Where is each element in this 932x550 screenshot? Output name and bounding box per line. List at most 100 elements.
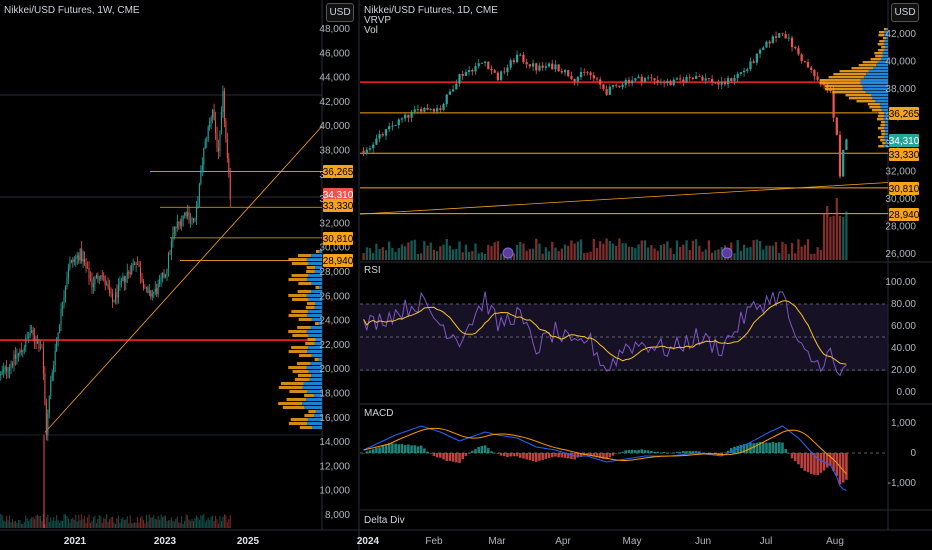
left-volume-bar [17, 520, 19, 528]
right-volume-bar [362, 252, 365, 260]
right-volume-bar [400, 244, 404, 260]
right-volume-bar [624, 243, 627, 260]
left-volume-bar [88, 514, 90, 528]
right-volume-bar [563, 244, 567, 260]
left-candle-body [141, 276, 143, 282]
left-candle-body [9, 367, 11, 371]
macd-histogram-bar [761, 442, 765, 453]
right-volume-bar [765, 245, 768, 260]
left-volume-bar [175, 518, 177, 528]
left-volume-bar [219, 516, 221, 528]
left-volume-profile-bar [291, 274, 309, 277]
left-candle-body [42, 348, 44, 374]
left-candle-body [198, 183, 200, 203]
macd-histogram-bar [627, 449, 631, 453]
right-volume-profile-bar [824, 85, 863, 88]
left-volume-bar [120, 519, 122, 528]
right-volume-bar [778, 252, 781, 260]
right-volume-bar [372, 253, 375, 260]
left-volume-profile-bar [314, 270, 322, 273]
right-time-tick: Aug [826, 536, 844, 547]
right-candle-body [413, 109, 416, 112]
right-volume-bar [822, 213, 826, 260]
right-candle-body [426, 107, 429, 110]
left-currency-button[interactable]: USD [326, 3, 354, 22]
macd-histogram-bar [678, 452, 682, 453]
left-candle-body [225, 121, 227, 139]
right-volume-bar [416, 253, 420, 260]
left-candle-body [117, 285, 119, 298]
left-volume-bar [116, 518, 118, 528]
right-volume-profile-bar [883, 118, 888, 121]
macd-histogram-bar [477, 446, 480, 453]
left-volume-bar [104, 518, 106, 528]
left-volume-bar [210, 516, 212, 528]
left-volume-profile-bar [311, 354, 322, 357]
left-volume-profile-bar [311, 318, 322, 321]
left-price-tick: 20,000 [319, 364, 350, 375]
right-price-tag-label: 34,310 [889, 136, 920, 147]
left-candle-body [169, 253, 171, 255]
right-volume-bar [701, 251, 704, 260]
left-volume-bar [162, 516, 164, 528]
left-volume-bar [159, 519, 161, 528]
left-volume-bar [6, 515, 8, 528]
right-volume-bar [592, 238, 595, 260]
right-volume-profile-bar [883, 127, 888, 130]
left-volume-bar [97, 519, 99, 528]
left-volume-bar [89, 522, 92, 528]
left-candle-body [23, 347, 25, 351]
left-candle-body [165, 274, 167, 278]
right-volume-bar [733, 253, 736, 260]
macd-histogram-bar [416, 446, 420, 453]
right-volume-bar [583, 253, 586, 260]
right-candle-body [372, 144, 375, 149]
right-volume-bar [490, 246, 493, 260]
left-volume-profile-bar [278, 386, 303, 389]
macd-histogram-bar [672, 452, 676, 454]
left-volume-profile-bar [319, 250, 322, 253]
right-volume-bar [493, 242, 496, 260]
left-volume-bar [7, 520, 9, 528]
left-price-tag [323, 254, 353, 267]
left-volume-bar [87, 517, 89, 528]
right-candle-body [739, 72, 743, 74]
right-candle-body [640, 76, 643, 82]
rsi-band-fill [360, 304, 888, 371]
left-price-tag-label: 36,265 [323, 167, 354, 178]
right-candle-body [547, 63, 551, 67]
left-volume-profile-bar [308, 370, 322, 373]
right-volume-bar [794, 253, 797, 260]
left-volume-profile-bar [306, 266, 316, 269]
macd-histogram-bar [394, 443, 397, 453]
macd-histogram-bar [841, 453, 845, 483]
left-volume-bar [215, 515, 217, 528]
macd-histogram-bar [461, 453, 464, 460]
right-volume-bar [544, 247, 547, 260]
left-volume-profile-bar [318, 358, 322, 361]
left-price-tick: 14,000 [319, 437, 350, 448]
right-volume-bar [672, 253, 675, 260]
left-volume-profile-bar [297, 326, 311, 329]
right-volume-bar [391, 248, 394, 260]
right-volume-bar [573, 243, 576, 260]
right-volume-bar [637, 244, 640, 260]
right-candle-body [506, 67, 509, 73]
macd-histogram-bar [666, 453, 669, 454]
right-candle-body [436, 108, 439, 112]
macd-histogram-bar [835, 453, 839, 476]
right-volume-profile-bar [828, 76, 865, 79]
left-candle-body [178, 221, 180, 223]
right-volume-profile-bar [870, 94, 888, 97]
right-candle-body [611, 85, 615, 87]
left-volume-bar [201, 515, 203, 528]
right-candle-body [394, 125, 397, 126]
macd-histogram-bar [752, 443, 755, 453]
left-volume-profile-bar [289, 390, 308, 393]
right-volume-bar [455, 248, 458, 260]
right-volume-bar [410, 240, 413, 260]
left-candle-body [181, 219, 183, 226]
right-candle-body [477, 63, 480, 67]
right-currency-button[interactable]: USD [891, 3, 919, 22]
right-candle-body [810, 67, 813, 70]
